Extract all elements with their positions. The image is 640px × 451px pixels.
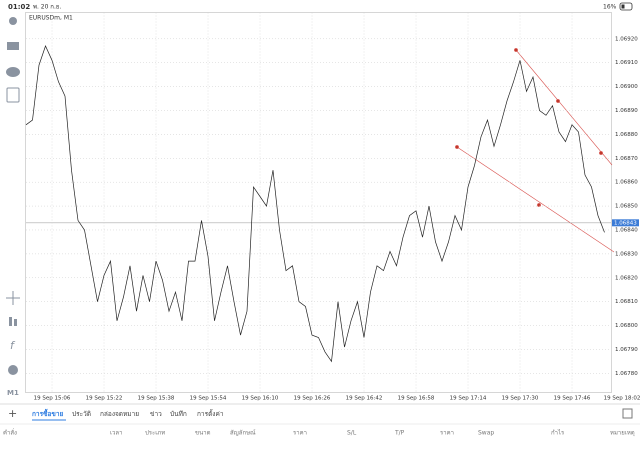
column-header: ขนาด	[195, 430, 211, 437]
tab[interactable]: บันทึก	[170, 410, 187, 418]
plot-frame	[25, 12, 612, 393]
y-tick-label: 1.06840	[615, 227, 638, 233]
column-header: ประเภท	[145, 430, 165, 437]
column-header: กำไร	[551, 429, 565, 437]
y-tick-label: 1.06880	[615, 132, 638, 138]
tab[interactable]: ประวัติ	[72, 410, 91, 418]
objects-icon[interactable]	[8, 365, 18, 375]
x-tick-label: 19 Sep 17:30	[502, 396, 539, 402]
tab[interactable]: ข่าว	[150, 410, 162, 418]
status-time: 01:02	[8, 3, 30, 11]
status-date: พ. 20 ก.ย.	[33, 4, 61, 11]
trendline-anchor	[514, 48, 518, 52]
trendlines	[455, 48, 615, 253]
chart-type-icon[interactable]	[9, 317, 12, 326]
panel-icon[interactable]	[622, 408, 633, 419]
left-toolbar: f M1	[6, 17, 20, 397]
trendline	[515, 49, 613, 166]
y-tick-label: 1.06890	[615, 108, 638, 114]
x-tick-label: 19 Sep 16:10	[242, 396, 279, 402]
y-tick-label: 1.06850	[615, 204, 638, 210]
trendline-anchor	[599, 151, 603, 155]
crosshair-icon[interactable]	[6, 291, 20, 305]
y-tick-label: 1.06910	[615, 60, 638, 66]
x-tick-label: 19 Sep 16:42	[346, 396, 383, 402]
column-header: T/P	[394, 430, 405, 437]
trade-icon[interactable]	[7, 42, 19, 50]
tab[interactable]: การตั้งค่า	[197, 409, 224, 418]
column-header: สัญลักษณ์	[230, 429, 256, 437]
trendline-anchor	[556, 99, 560, 103]
y-tick-label: 1.06800	[615, 323, 638, 329]
column-header: S/L	[347, 430, 357, 437]
trendline-anchor	[455, 145, 459, 149]
y-tick-label: 1.06790	[615, 347, 638, 353]
column-header: หมายเหตุ	[610, 430, 635, 437]
y-tick-label: 1.06870	[615, 156, 638, 162]
x-tick-label: 19 Sep 15:22	[86, 396, 123, 402]
indicator-icon[interactable]: f	[10, 339, 16, 352]
chat-icon[interactable]	[6, 67, 20, 77]
x-tick-label: 19 Sep 18:02	[604, 396, 640, 402]
tab[interactable]: กล่องจดหมาย	[100, 410, 139, 418]
chart-title: EURUSDm, M1	[29, 15, 73, 22]
add-button[interactable]: +	[8, 407, 17, 420]
y-tick-label: 1.06780	[615, 371, 638, 377]
new-order-icon[interactable]	[6, 87, 20, 103]
trendline	[456, 146, 615, 253]
battery-level	[621, 4, 625, 9]
y-tick-label: 1.06860	[615, 180, 638, 186]
current-price-label: 1.06843	[614, 220, 637, 226]
current-price-box	[612, 219, 639, 227]
y-tick-label: 1.06820	[615, 275, 638, 281]
price-line	[25, 45, 605, 363]
trendline-anchor	[537, 203, 541, 207]
tab[interactable]: การซื้อขาย	[32, 408, 63, 418]
column-header: เวลา	[110, 430, 122, 437]
timeframe-button[interactable]: M1	[7, 389, 19, 397]
y-tick-label: 1.06830	[615, 251, 638, 257]
x-tick-label: 19 Sep 15:38	[138, 396, 175, 402]
y-tick-label: 1.06920	[615, 36, 638, 42]
battery-icon	[619, 2, 633, 11]
chart-type-icon[interactable]	[14, 319, 17, 326]
x-tick-label: 19 Sep 17:14	[450, 396, 487, 402]
column-header: คำสั่ง	[3, 429, 17, 437]
x-tick-label: 19 Sep 16:26	[294, 396, 331, 402]
column-header: ราคา	[440, 430, 454, 437]
x-tick-label: 19 Sep 15:06	[34, 396, 71, 402]
x-tick-label: 19 Sep 15:54	[190, 396, 227, 402]
status-battery: 16%	[603, 4, 617, 11]
account-icon[interactable]	[9, 17, 17, 25]
column-header: ราคา	[293, 430, 307, 437]
x-tick-label: 19 Sep 17:46	[554, 396, 591, 402]
column-header: Swap	[478, 430, 494, 437]
y-tick-label: 1.06900	[615, 84, 638, 90]
y-tick-label: 1.06810	[615, 299, 638, 305]
x-tick-label: 19 Sep 16:58	[398, 396, 435, 402]
